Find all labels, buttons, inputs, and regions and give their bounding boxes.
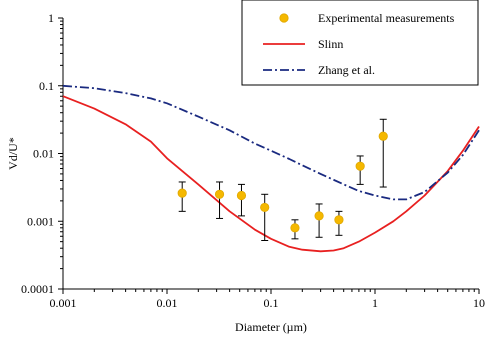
legend-label: Zhang et al. bbox=[318, 63, 375, 77]
data-point bbox=[314, 211, 324, 221]
data-point bbox=[378, 131, 388, 141]
data-points bbox=[177, 131, 388, 233]
data-point bbox=[260, 202, 270, 213]
data-point bbox=[214, 189, 225, 199]
x-tick-label: 0.01 bbox=[157, 296, 178, 310]
y-axis-title: Vd/U* bbox=[6, 137, 20, 170]
x-axis-title: Diameter (µm) bbox=[235, 320, 307, 334]
y-tick-label: 0.1 bbox=[39, 79, 54, 93]
data-point bbox=[355, 161, 365, 171]
y-tick-label: 0.0001 bbox=[21, 282, 54, 296]
data-point bbox=[177, 188, 187, 198]
data-point bbox=[236, 190, 247, 201]
data-point bbox=[290, 223, 300, 233]
legend: Experimental measurements Slinn Zhang et a… bbox=[241, 0, 479, 86]
legend-marker-points bbox=[279, 13, 289, 23]
data-point bbox=[334, 215, 344, 225]
x-axis: 0.001 0.01 0.1 1 10 bbox=[50, 289, 485, 310]
error-bars bbox=[178, 118, 387, 241]
x-tick-label: 0.1 bbox=[264, 296, 279, 310]
legend-label: Slinn bbox=[318, 37, 343, 51]
x-tick-label: 0.001 bbox=[50, 296, 77, 310]
series-line-slinn bbox=[62, 95, 480, 253]
x-tick-label: 1 bbox=[372, 296, 378, 310]
y-tick-label: 1 bbox=[48, 11, 54, 25]
y-tick-label: 0.01 bbox=[33, 147, 54, 161]
series-line-zhang-et-al bbox=[62, 84, 480, 201]
x-tick-label: 10 bbox=[473, 296, 485, 310]
y-tick-label: 0.001 bbox=[27, 214, 54, 228]
legend-label: Experimental measurements bbox=[318, 11, 455, 25]
y-axis: 1 0.1 0.01 0.001 0.0001 bbox=[21, 11, 63, 296]
series-lines bbox=[62, 84, 480, 253]
